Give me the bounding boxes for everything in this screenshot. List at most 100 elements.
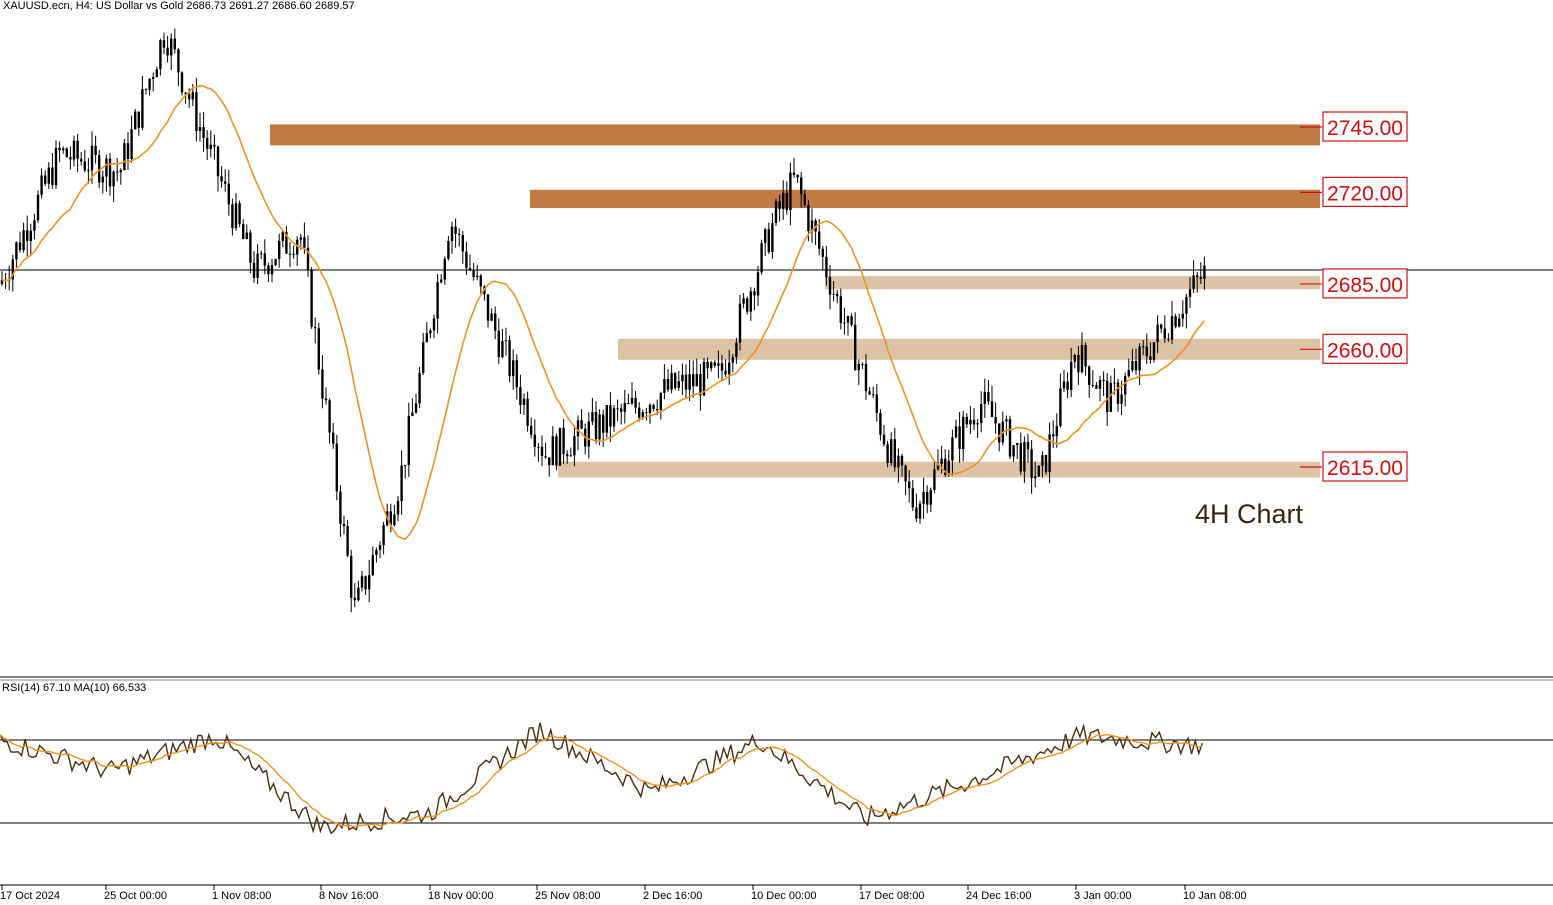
candle-body xyxy=(1152,342,1156,360)
candle-body xyxy=(908,481,911,489)
candle-body xyxy=(375,550,378,555)
candle-body xyxy=(314,326,317,329)
candle-body xyxy=(519,387,522,406)
candle-body xyxy=(227,183,230,205)
candle-body xyxy=(108,158,112,187)
candle-body xyxy=(940,458,943,464)
candle-body xyxy=(123,143,126,171)
candle-body xyxy=(350,555,353,598)
candle-body xyxy=(998,423,1001,443)
candle-body xyxy=(11,259,14,280)
candle-body xyxy=(1174,316,1177,327)
candle-body xyxy=(159,40,162,70)
candle-body xyxy=(1127,370,1130,377)
candle-body xyxy=(389,511,392,526)
rsi-pane[interactable]: RSI(14) 67.10 MA(10) 66.533 xyxy=(0,682,1553,835)
candle-body xyxy=(1080,344,1084,373)
candle-body xyxy=(1178,318,1181,327)
candle-body xyxy=(756,272,760,296)
candle-body xyxy=(746,298,749,312)
candle-body xyxy=(80,158,83,162)
candle-body xyxy=(418,372,421,404)
candle-body xyxy=(83,161,86,171)
candle-body xyxy=(688,374,691,390)
candle-body xyxy=(371,554,374,576)
candle-body xyxy=(868,391,871,395)
candle-body xyxy=(965,416,968,425)
candle-body xyxy=(796,174,799,178)
candle-body xyxy=(98,154,101,183)
chart-header: XAUUSD.ecn, H4: US Dollar vs Gold 2686.7… xyxy=(3,0,355,12)
candle-body xyxy=(1016,443,1019,446)
candle-body xyxy=(234,203,238,229)
candle-body xyxy=(987,391,990,402)
candle-body xyxy=(346,526,349,556)
candle-body xyxy=(864,363,868,392)
candle-body xyxy=(58,147,61,151)
candle-body xyxy=(44,175,47,184)
candle-body xyxy=(594,411,598,440)
candle-body xyxy=(803,194,806,205)
candle-body xyxy=(1109,382,1112,412)
candle-body xyxy=(900,455,904,466)
candle-body xyxy=(177,49,180,73)
candle-body xyxy=(1044,455,1048,473)
candle-body xyxy=(620,408,623,412)
candle-body xyxy=(501,341,504,358)
candle-body xyxy=(141,89,144,128)
candle-body xyxy=(1188,289,1192,297)
candle-body xyxy=(468,268,472,270)
candle-body xyxy=(616,408,619,410)
candle-body xyxy=(627,403,630,405)
candle-body xyxy=(54,147,58,186)
candle-body xyxy=(36,194,40,221)
candle-body xyxy=(33,220,36,231)
candle-body xyxy=(551,436,554,466)
candle-body xyxy=(368,575,371,590)
candle-body xyxy=(728,362,731,375)
candle-body xyxy=(785,192,788,211)
candle-body xyxy=(332,432,335,444)
candle-body xyxy=(1181,313,1184,319)
candle-body xyxy=(191,92,194,100)
candle-body xyxy=(839,296,842,324)
candle-body xyxy=(263,253,266,266)
price-pane[interactable]: 2745.00 2720.00 2685.00 2660.00 2615.00 xyxy=(0,28,1553,613)
candle-body xyxy=(1113,382,1116,384)
candle-body xyxy=(641,412,644,418)
candle-body xyxy=(148,78,151,91)
candle-body xyxy=(458,233,461,236)
candle-body xyxy=(587,421,590,447)
candle-body xyxy=(62,148,65,151)
candle-body xyxy=(872,394,875,396)
candle-body xyxy=(1041,455,1044,466)
candle-body xyxy=(87,170,90,172)
candle-body xyxy=(429,330,432,334)
candle-body xyxy=(537,446,540,448)
candle-body xyxy=(328,400,331,433)
x-tick-label: 3 Jan 00:00 xyxy=(1074,890,1132,902)
candle-body xyxy=(1098,380,1102,389)
candle-body xyxy=(1106,380,1109,412)
candle-body xyxy=(1073,355,1076,362)
level-label-box xyxy=(1322,176,1408,207)
candle-body xyxy=(317,328,320,370)
candle-body xyxy=(911,488,914,508)
candle-body xyxy=(710,362,713,369)
candle-body xyxy=(918,503,922,519)
candle-body xyxy=(206,137,209,149)
candle-body xyxy=(1124,376,1127,395)
candle-body xyxy=(1138,346,1141,371)
candle-body xyxy=(735,342,738,358)
candle-body xyxy=(479,275,482,287)
candle-body xyxy=(846,315,850,323)
candle-body xyxy=(454,226,457,234)
candle-body xyxy=(515,360,518,388)
candle-body xyxy=(198,127,202,131)
candle-body xyxy=(1070,361,1073,390)
candle-body xyxy=(778,201,781,210)
candle-body xyxy=(411,412,414,416)
candle-body xyxy=(1059,388,1062,427)
candle-body xyxy=(324,398,328,401)
level-zone-2685.00 xyxy=(825,276,1320,290)
